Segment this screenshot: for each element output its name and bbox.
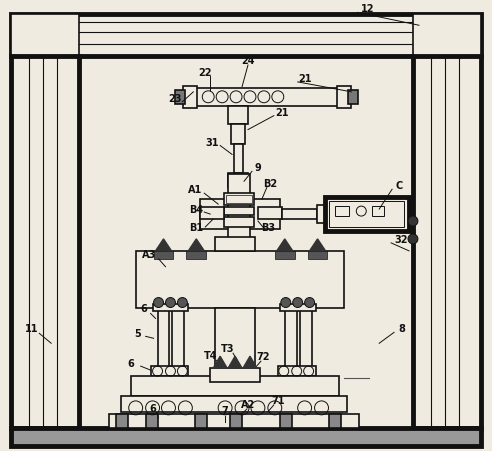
Circle shape [281,298,291,308]
Text: B2: B2 [263,179,277,189]
Bar [215,309,255,378]
Bar [224,207,254,216]
Bar [325,198,409,231]
Text: A3: A3 [142,249,156,259]
Bar [413,57,481,428]
Bar [210,368,260,382]
Text: B3: B3 [261,222,275,232]
Circle shape [178,298,187,308]
Bar [228,174,248,188]
Bar [151,366,188,376]
Bar [300,309,311,368]
Polygon shape [228,356,242,368]
Bar [336,207,349,216]
Bar [109,414,359,428]
Bar [224,194,254,206]
Bar [200,200,280,230]
Text: 7: 7 [222,405,228,415]
Bar [11,57,79,428]
Bar [275,251,295,259]
Text: 24: 24 [241,56,255,66]
Bar [282,210,316,220]
Bar [131,376,339,396]
Bar [173,309,184,368]
Text: B1: B1 [189,222,203,232]
Bar [372,207,384,216]
Bar [224,217,254,227]
Bar [116,414,128,428]
Polygon shape [243,356,257,368]
Text: 21: 21 [275,107,288,117]
Text: 71: 71 [271,395,284,405]
Text: 11: 11 [25,324,38,334]
Bar [185,89,339,106]
Bar [215,237,255,251]
Bar [230,414,242,428]
Bar [195,414,207,428]
Polygon shape [155,239,171,251]
Text: 6: 6 [127,359,134,368]
Text: 31: 31 [206,137,219,147]
Bar [308,251,328,259]
Bar [11,428,481,446]
Circle shape [293,298,303,308]
Bar [228,106,248,124]
Text: 5: 5 [134,329,141,339]
Bar [280,414,292,428]
Text: 22: 22 [198,68,212,78]
Bar [228,175,250,254]
Text: T3: T3 [221,344,235,354]
Text: A2: A2 [241,399,255,409]
Bar [157,309,169,368]
Bar [234,144,243,174]
Text: 21: 21 [298,74,311,84]
Bar [280,304,315,312]
Bar [316,206,325,224]
Circle shape [165,298,176,308]
Bar [154,251,174,259]
Bar [136,251,344,309]
Bar [176,91,185,105]
Bar [330,202,404,227]
Bar [330,414,341,428]
Text: B4: B4 [189,205,203,215]
Bar [231,124,245,144]
Bar [11,15,79,65]
Text: 9: 9 [254,163,261,173]
Text: 6: 6 [149,403,156,413]
Bar [184,87,197,109]
Polygon shape [277,239,293,251]
Bar [348,91,358,105]
Text: 6: 6 [140,304,147,314]
Bar [338,87,351,109]
Circle shape [408,216,418,226]
Circle shape [154,298,163,308]
Bar [258,207,282,220]
Polygon shape [188,239,204,251]
Text: A1: A1 [188,185,202,195]
Bar [226,196,252,204]
Bar [285,309,297,368]
Polygon shape [309,239,326,251]
Text: C: C [396,181,402,191]
Text: 72: 72 [256,351,270,361]
Polygon shape [213,356,227,368]
Bar [278,366,315,376]
Bar [11,15,481,57]
Bar [121,396,347,412]
Bar [230,188,246,196]
Circle shape [305,298,314,308]
Text: 32: 32 [394,235,408,244]
Bar [186,251,206,259]
Text: 12: 12 [361,5,374,14]
Bar [153,304,188,312]
Text: 8: 8 [399,324,405,334]
Circle shape [408,235,418,244]
Text: T4: T4 [204,350,217,360]
Bar [146,414,157,428]
Bar [200,207,224,220]
Bar [413,15,481,65]
Text: 23: 23 [169,93,182,104]
